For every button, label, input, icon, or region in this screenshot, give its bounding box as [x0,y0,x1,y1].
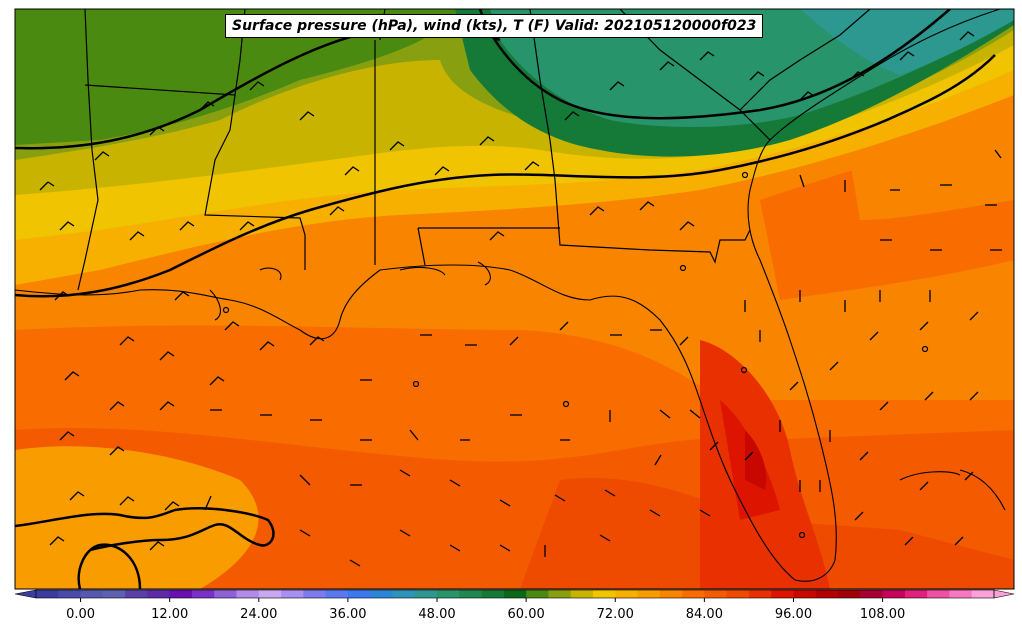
colorbar-swatch [637,590,661,598]
colorbar-swatch [36,590,59,598]
colorbar-swatch [147,590,171,598]
colorbar-swatch [325,590,349,598]
colorbar-tick-label: 36.00 [329,607,367,622]
colorbar-swatch [459,590,483,598]
colorbar-swatch [659,590,683,598]
colorbar-swatch [347,590,371,598]
station-markers [222,171,929,539]
colorbar-min-arrow [14,589,37,599]
colorbar-swatch [838,590,861,598]
colorbar-swatch [191,590,215,598]
colorbar-tick-label: 12.00 [151,607,189,622]
colorbar-swatch [281,590,304,598]
colorbar-swatch [548,590,572,598]
colorbar-swatch [815,590,839,598]
colorbar-tick-label: 24.00 [240,607,278,622]
colorbar-swatch [125,590,148,598]
colorbar-tick-label: 96.00 [774,607,813,622]
colorbar-swatch [682,590,705,598]
colorbar-swatch [236,590,260,598]
colorbar-ticks [80,598,884,602]
colorbar [14,589,1015,599]
map-title: Surface pressure (hPa), wind (kts), T (F… [225,14,764,38]
colorbar-swatch [949,590,973,598]
colorbar-swatch [526,590,549,598]
colorbar-swatch [860,590,884,598]
colorbar-swatch [726,590,750,598]
colorbar-tick-label: 84.00 [685,607,723,622]
colorbar-tick-label: 72.00 [596,607,634,622]
colorbar-swatch [58,590,82,598]
colorbar-swatch [748,590,772,598]
colorbar-swatch [214,590,238,598]
colorbar-swatch [771,590,794,598]
colorbar-swatch [615,590,639,598]
colorbar-swatch [971,590,995,598]
colorbar-swatch [414,590,438,598]
colorbar-swatch [437,590,460,598]
colorbar-swatch [303,590,327,598]
colorbar-swatch [169,590,193,598]
temperature-field [15,9,1014,589]
colorbar-max-arrow [993,589,1015,599]
colorbar-swatch [704,590,728,598]
colorbar-tick-label: 60.00 [507,607,545,622]
colorbar-swatch [258,590,282,598]
colorbar-swatch [392,590,416,598]
colorbar-swatch [102,590,126,598]
map-frame [14,8,1015,590]
colorbar-swatch [927,590,950,598]
colorbar-swatch [592,590,616,598]
colorbar-tick-label: 0.00 [66,607,96,622]
colorbar-swatch [882,590,906,598]
coastline [15,9,1006,582]
colorbar-tick-label: 108.00 [859,607,906,622]
colorbar-outline [35,589,995,599]
colorbar-swatch [503,590,527,598]
colorbar-swatch [80,590,104,598]
wind-barbs [39,31,1002,567]
state-borders [77,9,871,291]
colorbar-swatch [793,590,817,598]
colorbar-tick-label: 48.00 [418,607,456,622]
colorbar-swatch [370,590,393,598]
colorbar-swatch [570,590,594,598]
colorbar-swatch [904,590,928,598]
colorbar-swatch [481,590,505,598]
